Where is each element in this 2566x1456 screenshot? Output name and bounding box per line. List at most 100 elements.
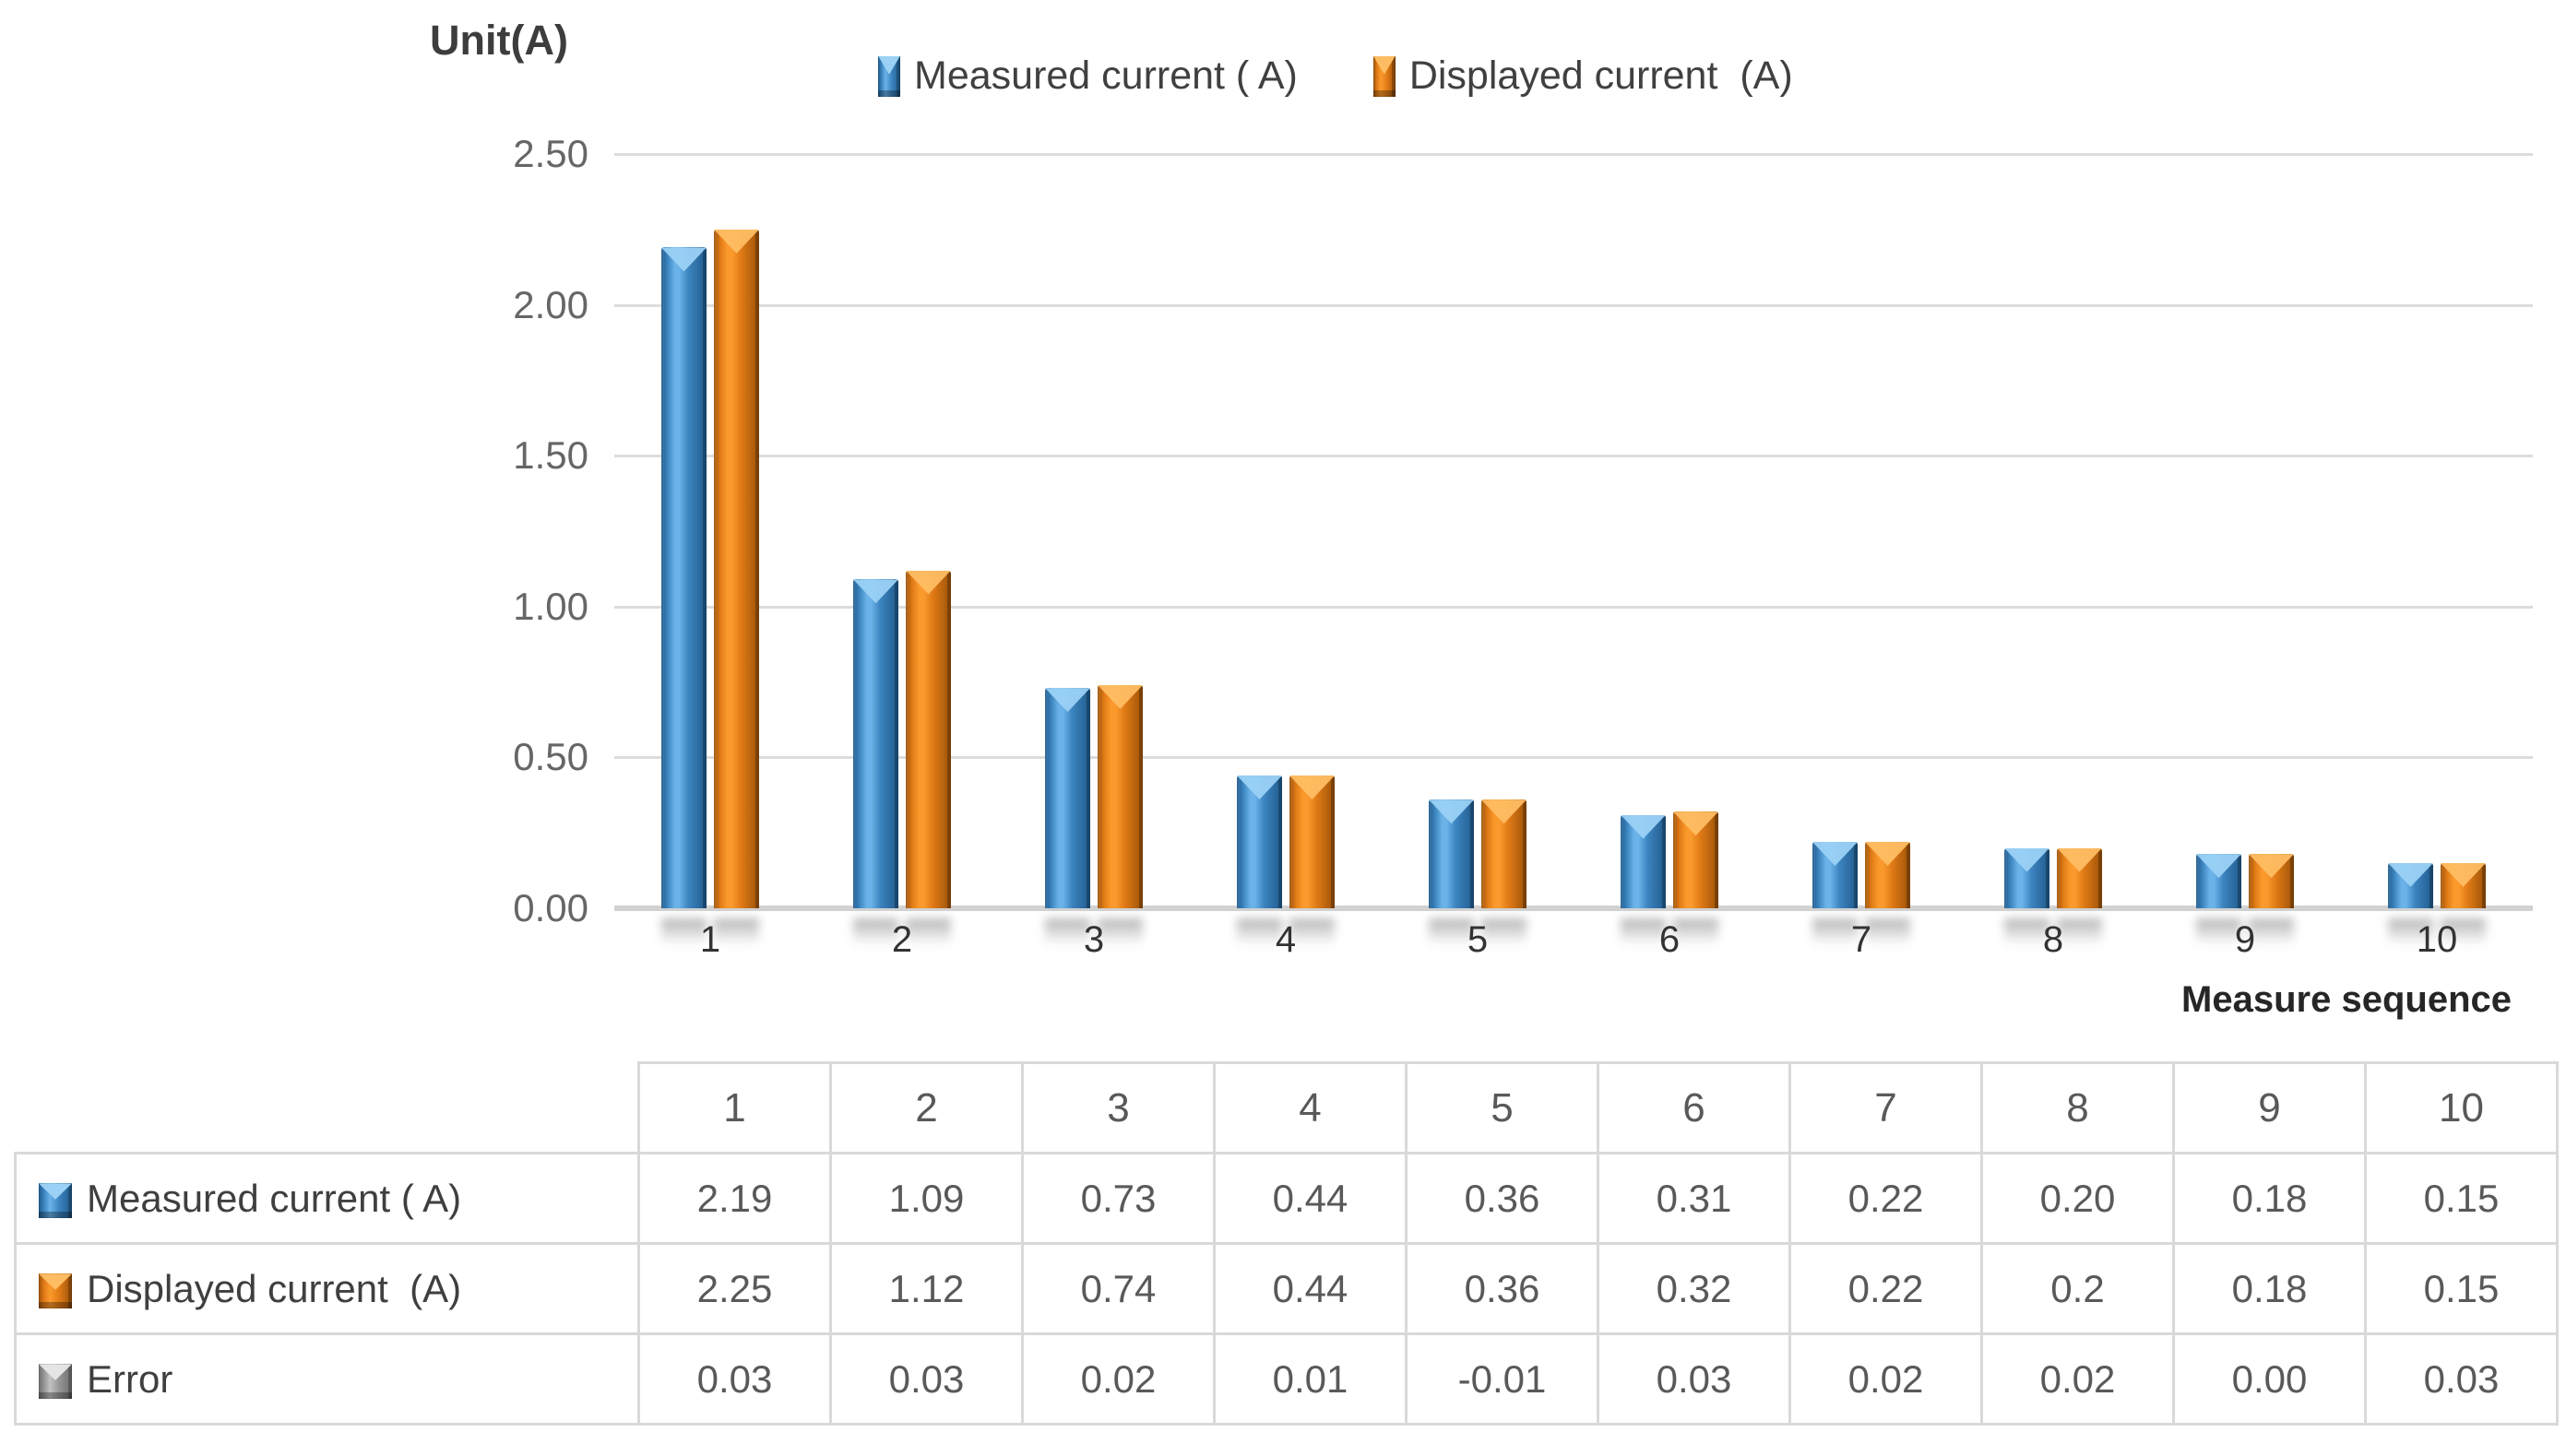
x-tick-label: 7 bbox=[1850, 919, 1872, 960]
bar-reflection bbox=[2057, 918, 2102, 950]
bar-reflection bbox=[1429, 918, 1474, 950]
bar-displayed-7 bbox=[1865, 842, 1910, 908]
gridline bbox=[614, 605, 2533, 609]
legend-label: Measured current ( A) bbox=[914, 53, 1298, 98]
table-cell: 0.18 bbox=[2172, 1242, 2367, 1335]
table-row-label-text: Displayed current (A) bbox=[87, 1266, 462, 1310]
y-tick-label: 0.50 bbox=[513, 735, 588, 779]
table-cell: 0.36 bbox=[1405, 1242, 1599, 1335]
bar-measured-10 bbox=[2388, 862, 2433, 908]
table-row-label-text: Measured current ( A) bbox=[87, 1176, 462, 1220]
gridline bbox=[614, 455, 2533, 458]
bar-reflection bbox=[1673, 918, 1718, 950]
table-col-header: 4 bbox=[1213, 1061, 1408, 1154]
table-cell: 0.22 bbox=[1788, 1152, 1983, 1245]
table-col-header: 1 bbox=[637, 1061, 832, 1154]
bar-reflection bbox=[1865, 918, 1910, 950]
legend-item-displayed: Displayed current (A) bbox=[1372, 53, 1793, 99]
table-cell: 0.02 bbox=[1980, 1332, 2175, 1426]
bar-reflection bbox=[661, 918, 707, 950]
y-tick-label: 2.50 bbox=[513, 132, 588, 175]
table-cell: 0.32 bbox=[1597, 1242, 1791, 1335]
plot-area: 1 2 3 4 5 6 7 8 9 10 bbox=[614, 153, 2533, 960]
table-cell: 0.44 bbox=[1213, 1152, 1408, 1245]
bar-measured-4 bbox=[1237, 775, 1282, 908]
table-cell: 0.02 bbox=[1788, 1332, 1983, 1426]
table-corner-cell bbox=[15, 1062, 640, 1154]
table-cell: 1.09 bbox=[829, 1152, 1024, 1245]
table-cell: 0.20 bbox=[1980, 1152, 2175, 1245]
table-row-label: Displayed current (A) bbox=[14, 1242, 640, 1335]
table-cell: 0.36 bbox=[1405, 1152, 1599, 1245]
category-slot: 7 bbox=[1765, 154, 1957, 960]
table-cell: 0.03 bbox=[637, 1332, 832, 1426]
table-cell: -0.01 bbox=[1405, 1332, 1599, 1426]
x-tick-label: 6 bbox=[1658, 919, 1681, 960]
bar-reflection bbox=[1098, 918, 1143, 950]
bar-displayed-1 bbox=[714, 229, 759, 908]
category-slot: 2 bbox=[806, 154, 998, 960]
bar-reflection bbox=[1812, 918, 1858, 950]
y-tick-label: 1.50 bbox=[513, 433, 588, 478]
category-slot: 9 bbox=[2149, 154, 2341, 960]
table-col-header: 6 bbox=[1597, 1061, 1791, 1154]
measured-series-swatch-icon bbox=[39, 1183, 72, 1219]
bar-measured-2 bbox=[853, 579, 898, 908]
category-slot: 5 bbox=[1382, 154, 1574, 960]
table-row: Displayed current (A) 2.25 1.12 0.74 0.44 0.3… bbox=[14, 1242, 2559, 1335]
category-slot: 8 bbox=[1957, 154, 2149, 960]
category-slot: 10 bbox=[2341, 154, 2533, 960]
bar-reflection bbox=[1481, 918, 1527, 950]
table-col-header: 2 bbox=[829, 1061, 1024, 1154]
gridline bbox=[614, 153, 2533, 156]
x-tick-label: 5 bbox=[1467, 919, 1489, 960]
bar-displayed-6 bbox=[1673, 811, 1718, 908]
x-tick-label: 10 bbox=[2416, 919, 2458, 960]
error-series-swatch-icon bbox=[39, 1364, 72, 1400]
table-cell: 1.12 bbox=[829, 1242, 1024, 1335]
table-cell: 0.03 bbox=[1597, 1332, 1791, 1426]
bar-reflection bbox=[714, 918, 759, 950]
table-col-header: 9 bbox=[2172, 1061, 2367, 1154]
x-axis-line bbox=[614, 906, 2533, 911]
gridline bbox=[614, 303, 2533, 307]
table-cell: 0.15 bbox=[2364, 1242, 2559, 1335]
bar-displayed-4 bbox=[1289, 775, 1335, 908]
x-tick-label: 9 bbox=[2234, 919, 2256, 960]
chart-legend: Measured current ( A) Displayed current (… bbox=[878, 53, 1793, 99]
data-table: 1 2 3 4 5 6 7 8 9 10 Measured current ( A) 2.19 1.09… bbox=[14, 1061, 2559, 1426]
y-tick-label: 2.00 bbox=[513, 282, 588, 326]
table-cell: 2.19 bbox=[637, 1152, 832, 1245]
bar-reflection bbox=[2249, 918, 2294, 950]
table-cell: 0.02 bbox=[1021, 1332, 1216, 1426]
y-tick-label: 1.00 bbox=[513, 584, 588, 628]
table-row: Error 0.03 0.03 0.02 0.01 -0.01 0.03 0.02 0.02 0.… bbox=[14, 1332, 2559, 1426]
bar-reflection bbox=[2196, 918, 2241, 950]
bar-reflection bbox=[1045, 918, 1090, 950]
bar-reflection bbox=[906, 918, 951, 950]
bar-reflection bbox=[1621, 918, 1666, 950]
x-tick-label: 3 bbox=[1083, 919, 1105, 960]
table-cell: 2.25 bbox=[637, 1242, 832, 1335]
bar-reflection bbox=[1237, 918, 1282, 950]
table-cell: 0.15 bbox=[2364, 1152, 2559, 1245]
x-tick-label: 2 bbox=[891, 919, 913, 960]
table-cell: 0.03 bbox=[829, 1332, 1024, 1426]
bar-displayed-8 bbox=[2057, 847, 2102, 908]
bar-measured-6 bbox=[1621, 814, 1666, 908]
table-col-header: 5 bbox=[1405, 1061, 1599, 1154]
bar-measured-8 bbox=[2004, 847, 2049, 908]
bar-measured-1 bbox=[661, 247, 707, 908]
displayed-series-swatch-icon bbox=[39, 1273, 72, 1309]
x-axis-title: Measure sequence bbox=[2181, 979, 2512, 1020]
bar-reflection bbox=[1289, 918, 1335, 950]
table-cell: 0.18 bbox=[2172, 1152, 2367, 1245]
table-col-header: 10 bbox=[2364, 1061, 2559, 1154]
legend-item-measured: Measured current ( A) bbox=[878, 53, 1298, 99]
table-row-label: Error bbox=[14, 1332, 640, 1426]
bar-displayed-3 bbox=[1098, 684, 1143, 908]
table-row-label: Measured current ( A) bbox=[14, 1152, 640, 1245]
legend-label: Displayed current (A) bbox=[1408, 53, 1793, 98]
bar-reflection bbox=[2441, 918, 2486, 950]
